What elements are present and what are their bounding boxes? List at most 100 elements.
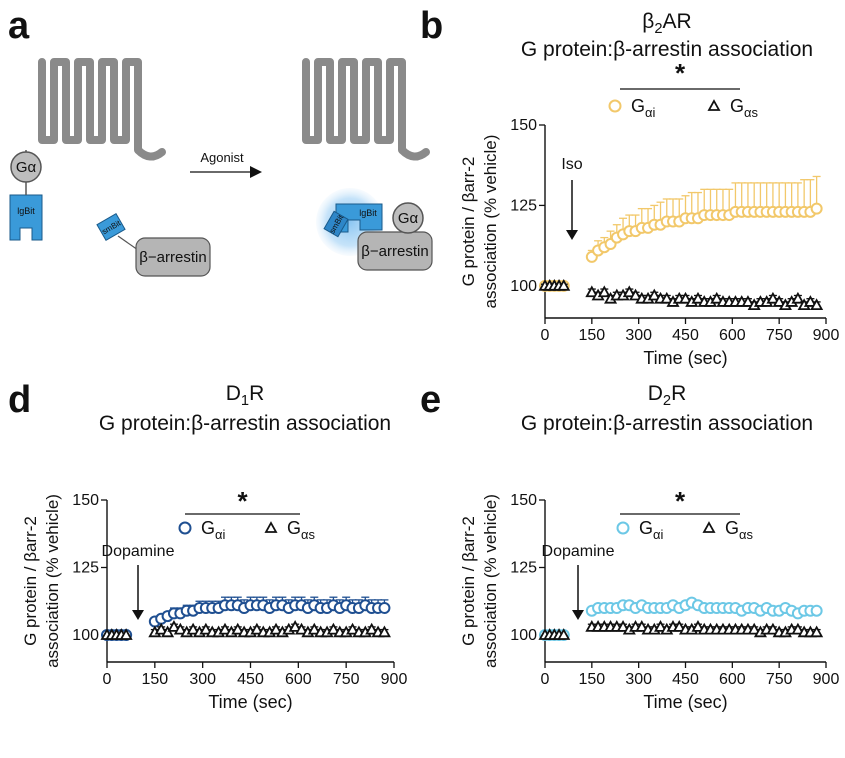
data-point-triangle — [791, 291, 805, 304]
y-axis-label-line2: association (% vehicle) — [481, 135, 500, 309]
x-tick-label: 750 — [333, 671, 360, 688]
receptor-right — [302, 58, 430, 161]
panel-letter-d: d — [8, 379, 31, 421]
stimulus-arrowhead — [572, 610, 584, 620]
stimulus-annotation: Dopamine — [542, 543, 615, 560]
data-point-triangle — [119, 628, 133, 640]
panel-letter-a: a — [8, 5, 30, 47]
stimulus-annotation: Iso — [561, 156, 582, 173]
lgbit-right-label: lgBit — [359, 208, 377, 218]
lgbit-left — [9, 194, 43, 241]
legend-marker-circle — [608, 99, 622, 113]
arrestin-left — [135, 237, 211, 277]
receptor-left — [38, 58, 166, 161]
x-tick-label: 600 — [719, 671, 746, 688]
chart-title-receptor: D1R — [226, 382, 265, 409]
legend-marker-triangle — [707, 99, 721, 111]
chart-title-receptor: β2AR — [642, 10, 691, 37]
x-tick-label: 750 — [766, 327, 793, 344]
significance-star: * — [675, 486, 686, 516]
y-tick-label: 100 — [510, 278, 537, 295]
chart-title-line2: G protein:β-arrestin association — [521, 38, 813, 61]
chart-panel-e: D2R G protein:β-arrestin association 100 12… — [459, 382, 839, 712]
legend-marker-triangle — [702, 521, 716, 533]
chart-title-receptor: D2R — [648, 382, 687, 409]
data-point-triangle — [557, 628, 571, 640]
x-tick-label: 0 — [103, 671, 112, 688]
y-tick-label: 150 — [510, 117, 537, 134]
y-tick-label: 125 — [510, 560, 537, 577]
significance-star: * — [237, 486, 248, 516]
lgbit-left-label: lgBit — [17, 206, 35, 216]
legend-marker-circle — [178, 521, 192, 535]
x-tick-label: 150 — [141, 671, 168, 688]
arrestin-right — [357, 231, 433, 271]
y-axis-label-line1: G protein / βarr-2 — [21, 516, 40, 646]
data-point-circle — [810, 604, 823, 617]
y-tick-label: 125 — [72, 560, 99, 577]
y-axis-label-line2: association (% vehicle) — [43, 494, 62, 668]
legend-label-g-alpha-s: Gαs — [287, 518, 316, 542]
smbit-left — [96, 213, 126, 241]
data-point-circle — [378, 602, 391, 614]
x-tick-label: 900 — [813, 327, 840, 344]
y-axis-label-line2: association (% vehicle) — [481, 494, 500, 668]
legend-label-g-alpha-i: Gαi — [201, 518, 225, 542]
stimulus-annotation: Dopamine — [102, 543, 175, 560]
data-point-circle — [810, 202, 823, 215]
series-g-alpha-i — [539, 175, 823, 292]
stimulus-arrowhead — [132, 610, 144, 620]
y-tick-label: 150 — [510, 492, 537, 509]
x-tick-label: 600 — [285, 671, 312, 688]
x-tick-label: 300 — [625, 671, 652, 688]
legend-marker-circle — [616, 521, 630, 535]
data-point-triangle — [557, 278, 571, 291]
x-tick-label: 900 — [381, 671, 408, 688]
legend-label-g-alpha-i: Gαi — [639, 518, 663, 542]
series-g-alpha-s — [538, 278, 824, 311]
g-alpha-left-label: Gα — [16, 159, 37, 176]
x-tick-label: 150 — [578, 671, 605, 688]
x-axis-label: Time (sec) — [208, 692, 292, 712]
x-tick-label: 450 — [237, 671, 264, 688]
legend-marker-triangle — [264, 521, 278, 533]
series-g-alpha-s — [538, 620, 824, 640]
panel-letter-b: b — [420, 5, 443, 47]
x-tick-label: 300 — [625, 327, 652, 344]
x-tick-label: 450 — [672, 327, 699, 344]
x-tick-label: 600 — [719, 327, 746, 344]
y-axis-label-line1: G protein / βarr-2 — [459, 516, 478, 646]
y-tick-label: 125 — [510, 197, 537, 214]
y-axis-label-line1: G protein / βarr-2 — [459, 157, 478, 287]
data-point-triangle — [597, 285, 611, 298]
data-point-triangle — [810, 625, 824, 638]
x-tick-label: 450 — [672, 671, 699, 688]
x-tick-label: 0 — [541, 327, 550, 344]
chart-title-line2: G protein:β-arrestin association — [99, 412, 391, 435]
panel-letter-e: e — [420, 379, 441, 421]
x-axis-label: Time (sec) — [643, 348, 727, 368]
series-g-alpha-s — [100, 620, 391, 640]
arrestin-left-label: β−arrestin — [139, 249, 206, 266]
x-tick-label: 0 — [541, 671, 550, 688]
stimulus-arrowhead — [566, 230, 578, 240]
x-axis-label: Time (sec) — [643, 692, 727, 712]
x-tick-label: 750 — [766, 671, 793, 688]
legend-label-g-alpha-s: Gαs — [725, 518, 754, 542]
g-alpha-right — [392, 202, 424, 234]
significance-star: * — [675, 58, 686, 88]
legend-label-g-alpha-i: Gαi — [631, 96, 655, 120]
schematic-diagram: Gα lgBit smBit β−arrestin Agonist β−arre… — [9, 58, 433, 277]
y-tick-label: 100 — [510, 627, 537, 644]
smbit-right — [323, 210, 349, 238]
y-tick-label: 150 — [72, 492, 99, 509]
legend-label-g-alpha-s: Gαs — [730, 96, 759, 120]
agonist-label: Agonist — [200, 150, 244, 165]
arrestin-right-label: β−arrestin — [361, 243, 428, 260]
data-point-triangle — [377, 625, 391, 638]
data-point-triangle — [810, 298, 824, 311]
x-tick-label: 900 — [813, 671, 840, 688]
chart-panel-d: D1R G protein:β-arrestin association 100 12… — [21, 382, 407, 712]
x-tick-label: 150 — [578, 327, 605, 344]
